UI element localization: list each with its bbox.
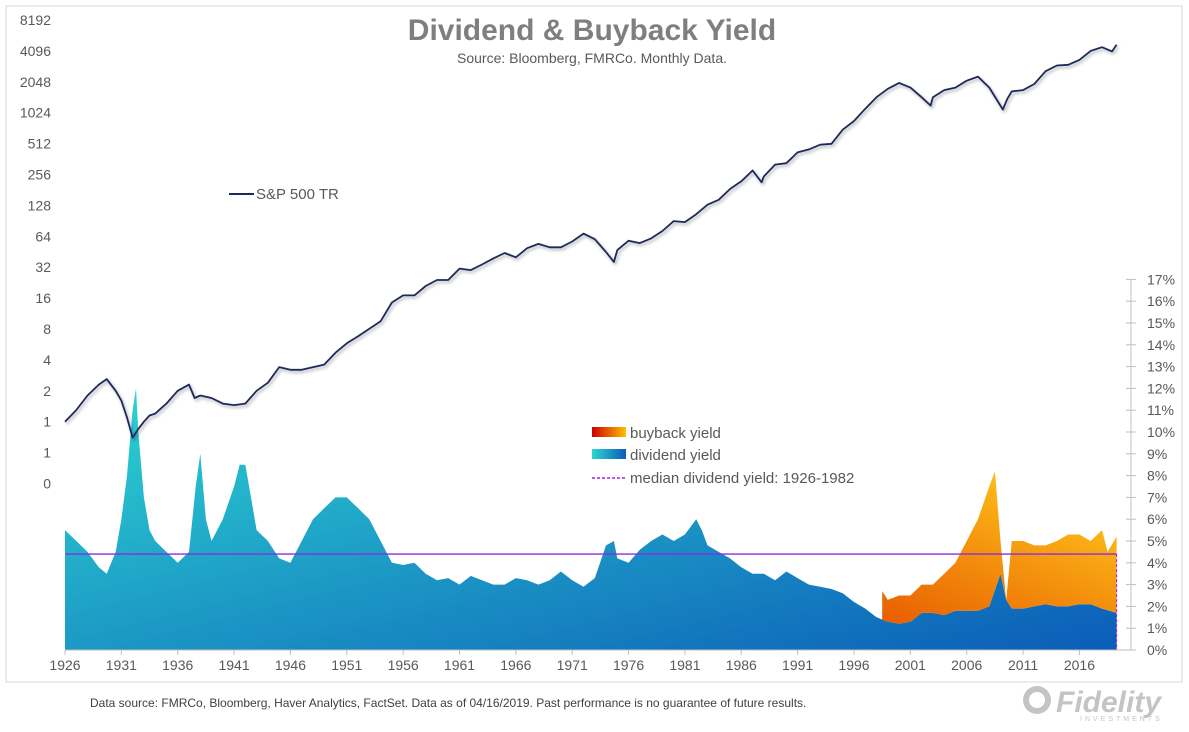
x-tick-label: 1981 <box>669 657 700 673</box>
legend-dividend-label: dividend yield <box>630 447 721 464</box>
left-axis-label: 1 <box>43 445 51 461</box>
x-tick-label: 1961 <box>444 657 475 673</box>
axis-layer: 1926 1931 1936 1941 1946 1951 1956 1961 1966 1971… <box>20 12 1175 673</box>
left-axis-label: 8192 <box>20 12 51 28</box>
x-tick-label: 1936 <box>162 657 193 673</box>
right-axis-label: 2% <box>1147 598 1167 614</box>
left-axis-label: 2048 <box>20 74 51 90</box>
right-axis-label: 14% <box>1147 337 1175 353</box>
x-tick-label: 1971 <box>557 657 588 673</box>
x-tick-label: 2001 <box>895 657 926 673</box>
right-axis-label: 3% <box>1147 577 1167 593</box>
x-tick-label: 1926 <box>49 657 80 673</box>
left-axis-label: 32 <box>35 259 51 275</box>
x-tick-label: 1956 <box>388 657 419 673</box>
right-axis-label: 6% <box>1147 511 1167 527</box>
legend-dividend-swatch <box>592 449 626 459</box>
left-axis-label: 4096 <box>20 43 51 59</box>
right-axis-label: 5% <box>1147 533 1167 549</box>
left-axis-label: 128 <box>28 197 52 213</box>
right-axis-label: 12% <box>1147 380 1175 396</box>
x-tick-label: 1946 <box>275 657 306 673</box>
chart-subtitle: Source: Bloomberg, FMRCo. Monthly Data. <box>457 50 727 66</box>
x-tick-label: 1951 <box>331 657 362 673</box>
legend-buyback-swatch <box>592 427 626 437</box>
legend-median-label: median dividend yield: 1926-1982 <box>630 470 854 487</box>
left-axis-label: 2 <box>43 383 51 399</box>
x-tick-label: 2006 <box>951 657 982 673</box>
right-axis-label: 8% <box>1147 468 1167 484</box>
fidelity-logo: Fidelity INVESTMENTS <box>1023 686 1163 723</box>
legend-buyback-label: buyback yield <box>630 425 721 442</box>
x-tick-label: 2016 <box>1064 657 1095 673</box>
logo-subtitle: INVESTMENTS <box>1080 716 1163 723</box>
buyback-yield-area <box>882 471 1117 624</box>
x-tick-label: 2011 <box>1008 657 1038 673</box>
dividend-yield-area <box>65 388 1117 650</box>
x-tick-label: 1991 <box>782 657 813 673</box>
left-axis-label: 4 <box>43 352 51 368</box>
sp500-tr-line <box>64 44 1118 439</box>
left-axis-label: 512 <box>28 136 52 152</box>
x-tick-label: 1966 <box>500 657 531 673</box>
left-axis-label: 1 <box>43 414 51 430</box>
x-tick-label: 1976 <box>613 657 644 673</box>
right-axis-label: 9% <box>1147 446 1167 462</box>
x-tick-label: 1996 <box>838 657 869 673</box>
left-axis-label: 256 <box>28 167 52 183</box>
right-axis-label: 1% <box>1147 620 1167 636</box>
left-axis-label: 16 <box>35 290 51 306</box>
left-axis-label: 0 <box>43 476 51 492</box>
chart-title: Dividend & Buyback Yield <box>408 14 776 47</box>
footer-note: Data source: FMRCo, Bloomberg, Haver Ana… <box>90 696 807 710</box>
left-axis-label: 8 <box>43 321 51 337</box>
right-axis-label: 16% <box>1147 293 1175 309</box>
legend-sp500-label: S&P 500 TR <box>256 186 339 203</box>
right-axis-label: 0% <box>1147 642 1167 658</box>
plot-border <box>5 5 1183 683</box>
x-tick-label: 1941 <box>218 657 249 673</box>
series-layer <box>64 44 1131 651</box>
right-axis-label: 15% <box>1147 315 1175 331</box>
x-tick-label: 1931 <box>106 657 137 673</box>
right-axis-label: 4% <box>1147 555 1167 571</box>
x-tick-label: 1986 <box>726 657 757 673</box>
right-axis-label: 11% <box>1147 402 1174 418</box>
left-axis-label: 64 <box>35 228 51 244</box>
right-axis-label: 7% <box>1147 489 1167 505</box>
right-axis-label: 10% <box>1147 424 1175 440</box>
logo-wordmark: Fidelity <box>1056 686 1162 719</box>
right-axis-label: 13% <box>1147 359 1175 375</box>
right-axis-label: 17% <box>1147 271 1175 287</box>
left-axis-label: 1024 <box>20 105 51 121</box>
